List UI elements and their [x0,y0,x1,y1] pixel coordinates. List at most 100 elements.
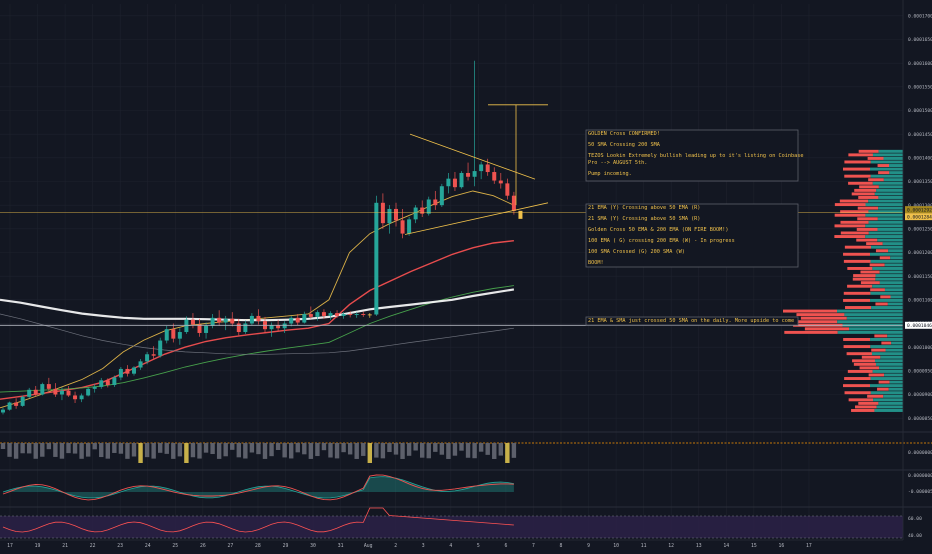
profile-bar-down [857,217,878,221]
candle-body [138,361,143,368]
volume-bar [112,443,117,453]
price-tick-label: 0.00010000 [908,345,932,351]
profile-bar-down [869,263,885,267]
volume-bar [315,443,320,457]
ma-line-sma_long [0,313,514,355]
candle-body [400,220,405,234]
volume-bar [302,443,307,455]
profile-bar-down [878,171,890,175]
candle-body [505,183,510,196]
profile-bar-down [840,231,869,235]
candle-body [466,172,471,177]
volume-bar [197,443,202,459]
volume-bar [164,443,169,454]
candle-body [459,172,464,188]
profile-bar-up [887,334,903,338]
candle-body [394,208,398,221]
time-tick-label: 19 [35,543,41,549]
profile-bar-down [839,199,869,203]
profile-bar-up [872,284,903,288]
profile-bar-down [851,192,875,196]
ma-line-sma200 [0,288,515,322]
profile-bar-up [883,178,903,182]
profile-bar-down [870,288,885,292]
profile-bar-down [858,401,879,405]
candle-body [308,314,313,317]
moving-averages [0,190,515,409]
annotation-line: TEZOS Lookin Extremely bullish leading u… [588,153,804,159]
price-tick-label: 0.00014500 [908,132,932,138]
volume-bar [151,443,156,459]
candle-body [380,202,385,224]
candle-body [210,317,215,326]
annotation-frame [585,316,799,326]
candle-body [498,180,503,184]
volume-bar [158,443,163,453]
profile-bar-down [867,394,884,398]
volume-bar [505,443,510,463]
profile-bar-down [834,235,866,238]
time-tick-label: 4 [449,543,452,549]
volume-bar [347,443,353,455]
volume-bar [256,443,261,455]
trendline-upper [409,133,536,180]
profile-bar-up [890,295,903,299]
time-axis[interactable]: 17 19 21 22 23 24 25 26 27 28 29 30 31 Aug 2 3 4 5 6 7 8 9 10 1… [0,539,903,549]
profile-bar-down [840,210,869,214]
candle-body [328,313,333,316]
annotation-frame [585,129,799,182]
annotation-box-2: 21 EMA (Y) Crossing above 50 EMA (R) 21 S… [585,203,799,268]
candle-body [20,396,25,406]
profile-bar-up [872,181,903,185]
profile-bar-up [868,210,903,214]
volume-bar [184,443,189,463]
volume-bar [79,443,84,459]
time-tick-label: 31 [338,543,344,549]
candle-body [1,409,5,413]
profile-bar-down [868,373,885,377]
annotation-frame [585,203,799,268]
candle-body [184,319,189,333]
candle-body [204,325,209,333]
profile-bar-up [844,313,903,317]
annotation-line: Pump incoming. [588,171,632,177]
profile-bar-up [879,366,903,370]
volume-bar [269,443,274,457]
time-tick-label: 15 [751,543,757,549]
profile-bar-down [845,306,872,309]
profile-bar-down [844,174,871,178]
profile-bar-down [843,252,871,256]
profile-bar-up [879,281,903,285]
volume-bar [426,443,431,459]
candle-body [86,388,91,396]
volume-bar [328,443,333,458]
price-tick-label: 0.00012000 [908,250,932,256]
macd-tick-label: 0.00000000 [908,473,932,479]
annotations[interactable]: GOLDEN Cross CONFIRMED! 50 SMA Crossing 2… [585,129,804,326]
profile-bar-down [857,206,879,210]
profile-bar-up [865,213,903,217]
profile-bar-up [878,196,903,199]
profile-bar-down [881,341,892,345]
candle-body [289,317,294,324]
volume-bar [223,443,228,457]
price-tick-label: 0.00015500 [908,84,932,90]
volume-bar [465,443,471,458]
volume-bar [53,443,58,457]
price-axis[interactable]: 0.00017000 0.00016500 0.00016000 0.00015500… [902,0,932,540]
volume-bar [59,443,65,459]
rsi-band [0,516,903,538]
profile-bar-down [834,213,866,217]
annotation-line: BOOM! [588,260,604,266]
candle-body [315,312,320,317]
volume-bar [131,443,137,457]
volume-bar [367,443,372,463]
time-tick-label: 21 [62,543,68,549]
profile-bar-down [851,409,875,412]
profile-bar-up [884,263,903,267]
macd-tick-label: -0.00000500 [908,489,932,495]
annotation-line: 100 SMA Crossed (G) 200 SMA (W) [588,249,685,255]
ma-line-ema21 [0,190,515,409]
